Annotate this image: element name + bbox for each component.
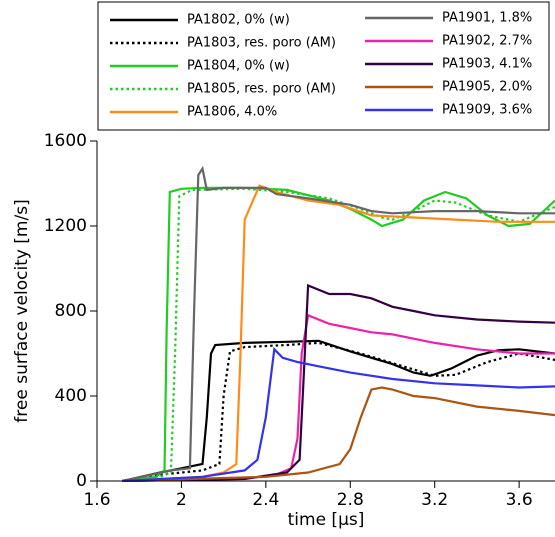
legend-label: PA1804, 0% (w) [187, 59, 290, 74]
legend-label: PA1802, 0% (w) [187, 13, 290, 28]
series-line [122, 341, 555, 482]
x-tick-label: 2.8 [337, 490, 364, 510]
plot-area [122, 165, 555, 482]
legend-label: PA1901, 1.8% [442, 11, 532, 26]
series-line [122, 386, 555, 482]
series-line [122, 339, 555, 482]
legend-label: PA1806, 4.0% [187, 105, 277, 120]
series-line [122, 184, 555, 482]
legend-label: PA1805, res. poro (AM) [187, 82, 336, 97]
series-line [122, 346, 555, 482]
legend-label: PA1803, res. poro (AM) [187, 36, 336, 51]
series-line [122, 186, 555, 482]
y-tick-label: 1600 [44, 131, 87, 151]
legend-label: PA1905, 2.0% [442, 80, 532, 95]
x-tick-label: 1.6 [83, 490, 110, 510]
legend: PA1802, 0% (w) PA1803, res. poro (AM) PA18… [110, 11, 532, 120]
legend-label: PA1902, 2.7% [442, 34, 532, 49]
y-tick-label: 1200 [44, 216, 87, 236]
series-line [122, 313, 555, 482]
y-axis-label: free surface velocity [m/s] [12, 199, 32, 422]
y-tick-label: 800 [55, 301, 87, 321]
legend-label: PA1903, 4.1% [442, 57, 532, 72]
x-tick-label: 2 [176, 490, 187, 510]
y-tick-label: 0 [76, 471, 87, 491]
x-axis-label: time [µs] [288, 510, 365, 530]
series-line [122, 165, 555, 482]
legend-label: PA1909, 3.6% [442, 103, 532, 118]
x-tick-label: 3.6 [506, 490, 533, 510]
x-tick-label: 3.2 [421, 490, 448, 510]
series-line [122, 283, 555, 482]
x-tick-label: 2.4 [252, 490, 279, 510]
y-tick-label: 400 [55, 386, 87, 406]
series-line [122, 187, 555, 482]
